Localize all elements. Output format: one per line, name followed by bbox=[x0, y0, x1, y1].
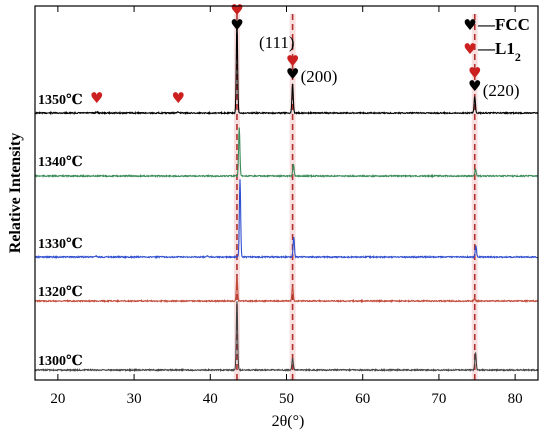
peak-labels: (111) (200) (220) bbox=[259, 33, 520, 100]
heart-marker-icon: ♥ bbox=[90, 89, 103, 107]
heart-marker-icon: ♥ bbox=[172, 89, 185, 107]
series-line bbox=[34, 179, 539, 260]
heart-marker-icon: ♥ bbox=[230, 1, 243, 19]
series-label: 1340℃ bbox=[38, 155, 83, 170]
phase-markers: ♥♥♥♥♥♥♥ ♥ bbox=[90, 1, 481, 107]
legend-heart-icon: ♥ bbox=[463, 16, 476, 34]
peak-label: (200) bbox=[301, 67, 338, 86]
x-ticks: 20 30 40 50 60 70 80 bbox=[50, 6, 523, 407]
series-label: 1350℃ bbox=[38, 93, 83, 108]
series-label: 1320℃ bbox=[38, 285, 83, 300]
x-tick-label: 40 bbox=[203, 391, 218, 407]
peak-label: (220) bbox=[483, 81, 520, 100]
legend-subscript: 2 bbox=[515, 50, 521, 64]
heart-marker-icon: ♥ bbox=[286, 65, 299, 83]
legend-heart-icon: ♥ bbox=[463, 40, 476, 58]
heart-marker-icon: ♥ bbox=[468, 64, 481, 82]
x-axis-label: 2θ(°) bbox=[272, 413, 305, 430]
peak-label: (111) bbox=[259, 33, 295, 52]
legend-label: —FCC bbox=[477, 15, 530, 34]
heart-marker-icon: ♥ bbox=[468, 77, 481, 95]
y-axis-label: Relative Intensity bbox=[7, 133, 24, 253]
x-tick-label: 60 bbox=[355, 391, 370, 407]
highlight-bands bbox=[233, 14, 478, 380]
legend: ♥ —FCC♥ —L12 bbox=[463, 15, 530, 64]
series-line bbox=[34, 301, 539, 373]
series-line bbox=[34, 127, 539, 179]
series-lines bbox=[34, 20, 539, 373]
reference-lines bbox=[236, 14, 476, 380]
legend-label: —L12 bbox=[477, 39, 521, 64]
series-line bbox=[34, 276, 539, 304]
x-tick-label: 20 bbox=[50, 391, 65, 407]
heart-marker-icon: ♥ bbox=[230, 16, 243, 34]
x-tick-label: 70 bbox=[431, 391, 446, 407]
series-label: 1300℃ bbox=[38, 354, 83, 369]
heart-marker-icon: ♥ bbox=[286, 52, 299, 70]
series-label: 1330℃ bbox=[38, 237, 83, 252]
x-tick-label: 80 bbox=[508, 391, 523, 407]
series-labels: 1350℃ 1340℃ 1330℃ 1320℃ 1300℃ bbox=[38, 93, 83, 369]
x-tick-label: 30 bbox=[127, 391, 142, 407]
series-line bbox=[34, 20, 539, 116]
x-tick-label: 50 bbox=[279, 391, 294, 407]
